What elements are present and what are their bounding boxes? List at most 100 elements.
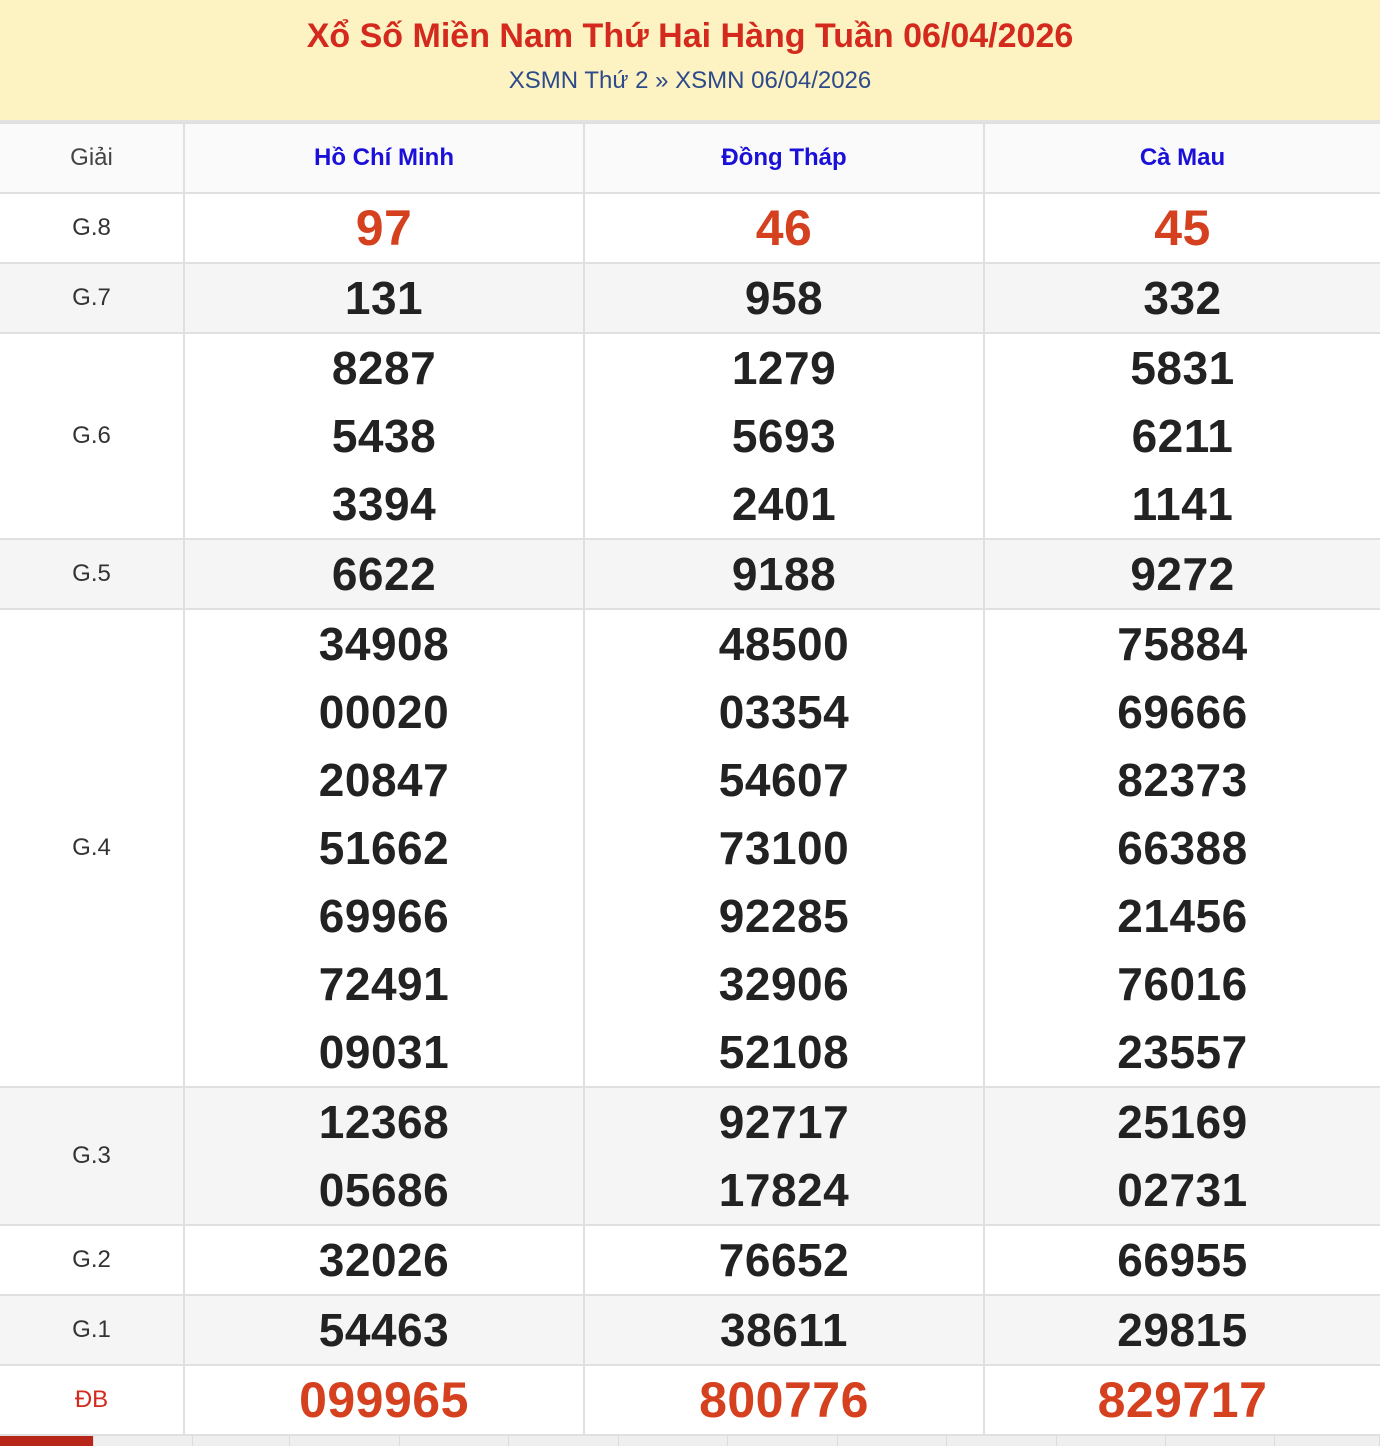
prize-label: G.1 <box>0 1294 185 1366</box>
page-title: Xổ Số Miền Nam Thứ Hai Hàng Tuần 06/04/2… <box>306 17 1074 55</box>
prize-label: G.7 <box>0 262 185 334</box>
result-cell: 800776 <box>583 1364 985 1436</box>
result-number: 76652 <box>718 1234 850 1286</box>
result-number: 3394 <box>331 478 437 530</box>
result-number: 69666 <box>1117 686 1248 738</box>
result-number: 29815 <box>1117 1304 1248 1356</box>
result-number: 131 <box>344 272 424 324</box>
result-number: 17824 <box>718 1164 850 1216</box>
result-number: 82373 <box>1117 754 1248 806</box>
tab[interactable] <box>728 1436 838 1446</box>
table-row: G.1 54463 38611 29815 <box>0 1294 1380 1366</box>
tab[interactable] <box>1166 1436 1275 1446</box>
result-cell: 1279 5693 2401 <box>583 332 985 540</box>
result-cell: 76652 <box>583 1224 985 1296</box>
province-header-ho-chi-minh[interactable]: Hồ Chí Minh <box>183 122 585 194</box>
result-number: 97 <box>355 200 413 256</box>
result-number: 12368 <box>318 1096 450 1148</box>
result-cell: 97 <box>183 192 585 264</box>
prize-label: G.4 <box>0 608 185 1088</box>
bottom-tab-strip <box>0 1436 1380 1446</box>
result-number: 332 <box>1143 272 1222 324</box>
result-number: 00020 <box>318 686 450 738</box>
result-number: 73100 <box>718 822 850 874</box>
result-number: 54607 <box>718 754 850 806</box>
prize-label: G.6 <box>0 332 185 540</box>
result-number: 52108 <box>718 1026 850 1078</box>
result-number: 03354 <box>718 686 850 738</box>
tab[interactable] <box>193 1436 290 1446</box>
result-number: 1279 <box>731 342 837 394</box>
result-number: 958 <box>744 272 824 324</box>
tab[interactable] <box>509 1436 619 1446</box>
result-cell: 32026 <box>183 1224 585 1296</box>
result-number: 6211 <box>1131 410 1234 462</box>
tab-active[interactable] <box>0 1436 94 1446</box>
table-row: G.7 131 958 332 <box>0 262 1380 334</box>
breadcrumb: XSMN Thứ 2 » XSMN 06/04/2026 <box>0 66 1380 96</box>
tab[interactable] <box>290 1436 400 1446</box>
tab[interactable] <box>947 1436 1057 1446</box>
result-number: 9272 <box>1130 548 1235 600</box>
result-number: 51662 <box>318 822 450 874</box>
result-number: 69966 <box>318 890 450 942</box>
result-cell: 332 <box>983 262 1380 334</box>
result-cell: 46 <box>583 192 985 264</box>
breadcrumb-link-xsmn-date[interactable]: XSMN 06/04/2026 <box>675 67 872 94</box>
tab[interactable] <box>838 1436 947 1446</box>
result-number: 099965 <box>299 1372 469 1428</box>
prize-label: G.5 <box>0 538 185 610</box>
prize-label: G.8 <box>0 192 185 264</box>
result-number: 48500 <box>718 618 850 670</box>
table-row: G.4 34908 00020 20847 51662 69966 72491 09031 48… <box>0 608 1380 1088</box>
result-number: 20847 <box>318 754 450 806</box>
result-number: 46 <box>755 200 813 256</box>
table-row: G.2 32026 76652 66955 <box>0 1224 1380 1296</box>
result-number: 76016 <box>1117 958 1248 1010</box>
result-cell: 9188 <box>583 538 985 610</box>
result-number: 92285 <box>718 890 850 942</box>
result-cell: 66955 <box>983 1224 1380 1296</box>
result-cell: 6622 <box>183 538 585 610</box>
result-cell: 38611 <box>583 1294 985 1366</box>
province-header-dong-thap[interactable]: Đồng Tháp <box>583 122 985 194</box>
result-cell: 12368 05686 <box>183 1086 585 1226</box>
result-cell: 75884 69666 82373 66388 21456 76016 23557 <box>983 608 1380 1088</box>
result-number: 05686 <box>318 1164 450 1216</box>
table-row: G.5 6622 9188 9272 <box>0 538 1380 610</box>
result-cell: 131 <box>183 262 585 334</box>
result-number: 8287 <box>331 342 437 394</box>
result-cell: 48500 03354 54607 73100 92285 32906 52108 <box>583 608 985 1088</box>
table-row: ĐB 099965 800776 829717 <box>0 1364 1380 1436</box>
tab[interactable] <box>1057 1436 1166 1446</box>
result-cell: 29815 <box>983 1294 1380 1366</box>
result-number: 45 <box>1154 200 1211 256</box>
result-number: 6622 <box>331 548 437 600</box>
result-number: 1141 <box>1131 478 1234 530</box>
result-cell: 45 <box>983 192 1380 264</box>
result-cell: 5831 6211 1141 <box>983 332 1380 540</box>
table-header-row: Giải Hồ Chí Minh Đồng Tháp Cà Mau <box>0 122 1380 194</box>
breadcrumb-separator: » <box>655 67 669 94</box>
result-number: 9188 <box>731 548 837 600</box>
result-cell: 25169 02731 <box>983 1086 1380 1226</box>
tab[interactable] <box>94 1436 193 1446</box>
result-number: 34908 <box>318 618 450 670</box>
tab[interactable] <box>400 1436 509 1446</box>
prize-label: G.3 <box>0 1086 185 1226</box>
province-header-ca-mau[interactable]: Cà Mau <box>983 122 1380 194</box>
result-number: 829717 <box>1097 1372 1268 1428</box>
result-cell: 829717 <box>983 1364 1380 1436</box>
result-number: 54463 <box>318 1304 450 1356</box>
result-number: 800776 <box>699 1372 869 1428</box>
result-number: 72491 <box>318 958 450 1010</box>
breadcrumb-link-xsmn-thu-2[interactable]: XSMN Thứ 2 <box>508 67 649 94</box>
result-number: 09031 <box>318 1026 450 1078</box>
result-number: 32906 <box>718 958 850 1010</box>
tab[interactable] <box>619 1436 728 1446</box>
results-table: Giải Hồ Chí Minh Đồng Tháp Cà Mau G.8 97 4… <box>0 122 1380 1436</box>
tab[interactable] <box>1275 1436 1380 1446</box>
result-cell: 34908 00020 20847 51662 69966 72491 09031 <box>183 608 585 1088</box>
result-number: 66388 <box>1117 822 1248 874</box>
prize-label: G.2 <box>0 1224 185 1296</box>
